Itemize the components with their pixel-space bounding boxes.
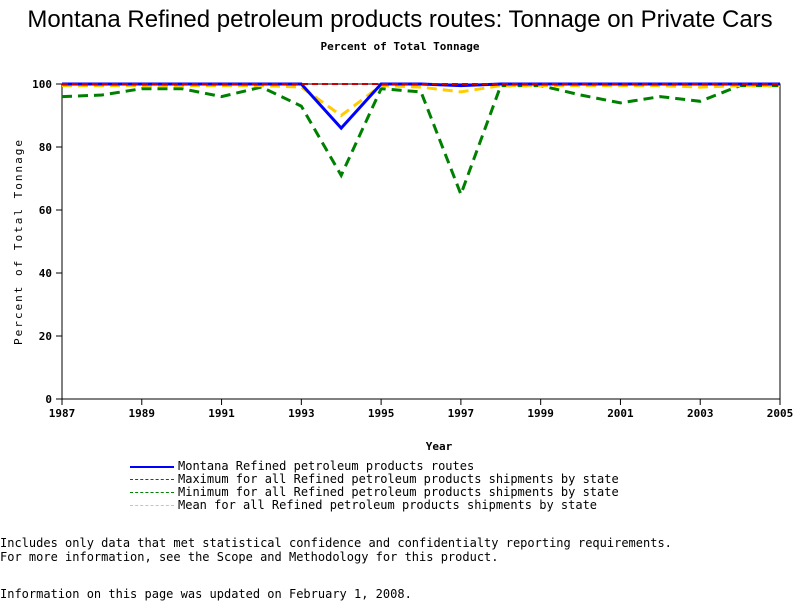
legend-item-maximum: Maximum for all Refined petroleum produc…: [130, 473, 619, 486]
x-axis-label: Year: [426, 440, 453, 453]
x-tick-label: 1989: [129, 407, 156, 420]
footnote-line-1: Includes only data that met statistical …: [0, 536, 672, 550]
y-axis-label: Percent of Total Tonnage: [12, 138, 25, 345]
plot-frame: [61, 83, 781, 400]
y-tick-label: 60: [39, 204, 52, 217]
legend-label-minimum: Minimum for all Refined petroleum produc…: [178, 485, 619, 499]
legend-item-mean: Mean for all Refined petroleum products …: [130, 499, 619, 512]
y-tick-label: 80: [39, 141, 52, 154]
legend-label-montana: Montana Refined petroleum products route…: [178, 459, 475, 473]
series-line-montana: [62, 82, 780, 131]
chart-subtitle: Percent of Total Tonnage: [320, 40, 480, 53]
x-tick-label: 2001: [607, 407, 634, 420]
legend-swatch-montana: [130, 465, 174, 468]
series-line-mean: [62, 84, 780, 118]
x-tick-label: 1993: [288, 407, 315, 420]
legend-item-montana: Montana Refined petroleum products route…: [130, 460, 619, 473]
chart-title: Montana Refined petroleum products route…: [27, 6, 773, 33]
legend-item-minimum: Minimum for all Refined petroleum produc…: [130, 486, 619, 499]
x-tick-label: 2003: [687, 407, 714, 420]
x-tick-label: 1997: [448, 407, 475, 420]
y-tick-label: 20: [39, 330, 52, 343]
footnote-line-2: For more information, see the Scope and …: [0, 550, 499, 564]
footnotes: Includes only data that met statistical …: [0, 536, 672, 564]
updated-note: Information on this page was updated on …: [0, 587, 412, 601]
legend-label-maximum: Maximum for all Refined petroleum produc…: [178, 472, 619, 486]
y-tick-label: 0: [45, 393, 52, 406]
legend-label-mean: Mean for all Refined petroleum products …: [178, 498, 598, 512]
legend-swatch-mean: [130, 505, 174, 506]
x-tick-label: 1987: [49, 407, 76, 420]
x-tick-label: 1999: [527, 407, 554, 420]
series-line-minimum: [61, 84, 780, 199]
chart-legend: Montana Refined petroleum products route…: [130, 460, 619, 512]
chart-series: [61, 82, 780, 199]
x-tick-label: 1995: [368, 407, 395, 420]
legend-swatch-maximum: [130, 479, 174, 480]
y-tick-label: 40: [39, 267, 52, 280]
x-tick-label: 1991: [208, 407, 235, 420]
x-tick-label: 2005: [767, 407, 794, 420]
chart-axes: 1987 1989 1991 1993 1995 1997 1999 2001 2003 2005…: [12, 78, 793, 453]
legend-swatch-minimum: [130, 492, 174, 493]
y-tick-label: 100: [32, 78, 52, 91]
